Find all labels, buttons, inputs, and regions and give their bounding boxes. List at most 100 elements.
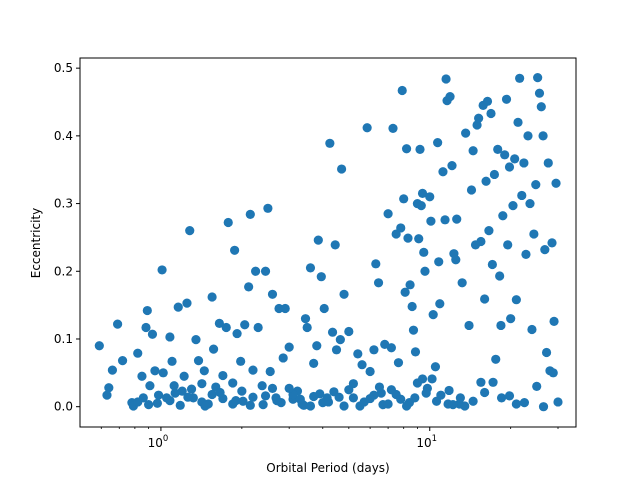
data-point <box>331 345 342 355</box>
data-point <box>175 400 185 410</box>
data-point <box>369 345 379 355</box>
data-point <box>393 358 404 368</box>
data-point <box>284 342 294 352</box>
data-point <box>248 365 258 375</box>
data-point <box>513 117 523 127</box>
x-axis-ticks: 100 101 <box>100 427 559 450</box>
data-point <box>316 272 326 282</box>
data-point <box>165 395 175 406</box>
data-point <box>232 328 242 339</box>
data-point <box>215 387 225 398</box>
data-point <box>244 282 254 292</box>
data-point <box>464 320 474 331</box>
data-point <box>480 387 490 398</box>
data-point <box>521 249 531 259</box>
data-point <box>245 209 255 219</box>
data-point <box>405 280 415 290</box>
data-point <box>94 341 104 351</box>
y-tick-label: 0.5 <box>54 61 73 75</box>
data-point <box>466 185 477 195</box>
data-point <box>260 266 271 276</box>
data-point <box>207 389 217 400</box>
data-point <box>496 393 507 403</box>
data-point <box>319 303 329 314</box>
data-point <box>383 209 393 219</box>
data-point <box>344 326 354 337</box>
y-tick-label: 0.2 <box>54 264 73 278</box>
data-point <box>133 348 143 358</box>
data-point <box>495 271 505 281</box>
data-point <box>144 400 154 410</box>
data-point <box>523 131 533 141</box>
data-point <box>474 113 484 123</box>
data-point <box>193 356 204 366</box>
data-point <box>511 399 521 409</box>
data-point <box>137 371 147 381</box>
data-point <box>113 319 123 329</box>
data-point <box>237 386 247 396</box>
data-point <box>207 292 217 302</box>
data-point <box>504 162 515 172</box>
y-axis-label: Eccentricity <box>29 208 43 278</box>
data-point <box>191 335 201 345</box>
data-point <box>410 393 420 403</box>
data-point <box>145 381 155 391</box>
data-point <box>493 144 503 154</box>
data-point <box>313 235 323 245</box>
data-point <box>447 161 457 171</box>
data-point <box>482 96 493 106</box>
data-point <box>455 393 465 403</box>
x-tick-label: 101 <box>416 434 437 450</box>
data-point <box>152 398 162 408</box>
data-point <box>263 203 273 213</box>
data-point <box>433 138 443 148</box>
data-point <box>142 305 152 316</box>
data-point <box>391 389 401 400</box>
data-point <box>547 238 557 248</box>
data-point <box>399 194 409 204</box>
data-point <box>396 223 406 233</box>
data-point <box>397 85 407 96</box>
data-point <box>208 344 219 354</box>
data-point <box>435 299 445 309</box>
data-point <box>421 388 431 398</box>
data-point <box>278 353 288 363</box>
data-point <box>169 381 179 391</box>
data-point <box>430 362 441 372</box>
data-point <box>457 278 467 288</box>
data-point <box>150 366 160 376</box>
data-point <box>240 320 250 330</box>
data-point <box>327 327 338 337</box>
data-point <box>325 138 335 148</box>
data-point <box>468 146 478 156</box>
data-point <box>231 395 241 406</box>
data-point <box>104 383 114 393</box>
data-point <box>415 144 425 154</box>
data-point <box>386 343 396 353</box>
data-point <box>267 383 278 394</box>
data-point <box>295 394 305 404</box>
data-point <box>374 382 385 392</box>
data-point <box>491 354 501 364</box>
data-point <box>448 400 458 410</box>
data-point <box>284 383 294 394</box>
data-point <box>362 123 372 133</box>
data-point <box>438 167 448 177</box>
data-point <box>117 356 128 366</box>
data-point <box>529 229 539 239</box>
data-point <box>476 236 486 247</box>
data-point <box>484 226 494 236</box>
data-point <box>441 74 451 84</box>
data-point <box>183 392 193 402</box>
data-point <box>141 322 151 333</box>
data-point <box>532 381 542 391</box>
data-point <box>400 287 410 297</box>
data-point <box>228 378 238 388</box>
y-tick-label: 0.3 <box>54 197 73 211</box>
data-point <box>315 389 325 399</box>
data-point <box>504 391 515 401</box>
data-point <box>305 263 316 273</box>
data-point <box>158 368 168 378</box>
data-point <box>272 395 282 406</box>
data-point <box>353 349 363 359</box>
